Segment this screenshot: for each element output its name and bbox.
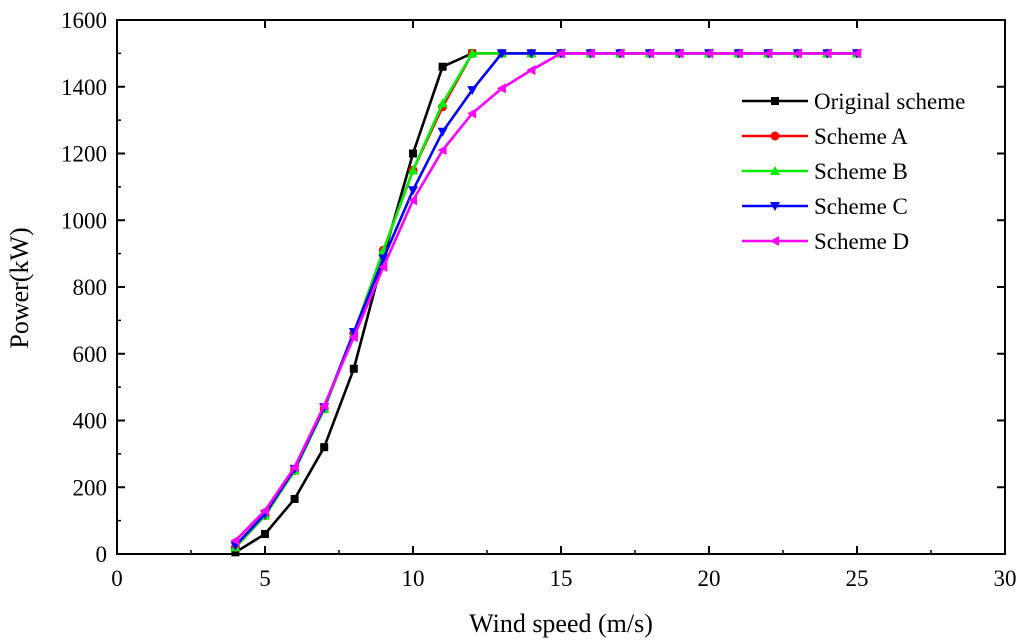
data-point — [852, 48, 861, 59]
y-tick-label: 400 — [73, 409, 108, 434]
x-tick-label: 5 — [259, 566, 271, 591]
series-line — [234, 52, 857, 547]
data-point — [378, 261, 388, 272]
data-point — [526, 49, 537, 59]
data-point — [733, 48, 743, 59]
data-point — [409, 149, 417, 158]
legend-entry: Scheme B — [742, 159, 908, 184]
legend-entry: Scheme D — [742, 229, 909, 254]
data-point — [231, 548, 240, 557]
data-point — [349, 364, 358, 373]
x-tick-label: 10 — [402, 566, 425, 591]
data-point — [437, 145, 447, 156]
series-scheme-a — [230, 48, 862, 552]
y-axis-label: Power(kW) — [5, 227, 34, 348]
data-point — [526, 65, 536, 76]
legend-marker — [770, 236, 779, 246]
y-tick-label: 800 — [73, 275, 108, 300]
series-original-scheme — [231, 49, 861, 557]
x-tick-label: 30 — [994, 566, 1017, 591]
data-point — [822, 48, 832, 59]
legend-entry: Original scheme — [742, 89, 965, 114]
data-point — [763, 48, 773, 59]
data-point — [437, 127, 448, 137]
legend-label: Scheme C — [814, 194, 908, 219]
data-point — [289, 462, 299, 473]
data-point — [230, 535, 240, 546]
y-tick-label: 0 — [96, 542, 108, 567]
data-point — [674, 48, 684, 59]
data-point — [704, 48, 713, 59]
legend-label: Scheme D — [814, 229, 909, 254]
x-tick-label: 20 — [698, 566, 721, 591]
data-point — [408, 195, 417, 206]
series-scheme-c — [230, 49, 862, 551]
y-tick-label: 1000 — [61, 208, 107, 233]
data-point — [290, 494, 299, 503]
data-point — [644, 48, 654, 59]
data-point — [467, 48, 478, 58]
data-point — [260, 505, 269, 516]
data-point — [320, 443, 329, 452]
x-tick-label: 0 — [111, 566, 123, 591]
legend-marker — [770, 166, 780, 175]
x-tick-label: 15 — [550, 566, 573, 591]
legend-label: Scheme A — [814, 124, 908, 149]
data-point — [348, 332, 358, 343]
legend-label: Scheme B — [814, 159, 908, 184]
x-axis-label: Wind speed (m/s) — [469, 609, 653, 638]
data-point — [496, 49, 507, 59]
y-tick-label: 600 — [73, 342, 108, 367]
data-point — [615, 48, 625, 59]
legend-marker — [771, 97, 779, 105]
legend-label: Original scheme — [814, 89, 965, 114]
data-point — [378, 254, 389, 264]
series-scheme-b — [230, 48, 862, 552]
y-tick-label: 1600 — [61, 8, 107, 33]
series-line — [234, 52, 857, 549]
series-line — [234, 52, 857, 554]
legend-entry: Scheme A — [742, 124, 908, 149]
data-point — [585, 48, 595, 59]
y-tick-label: 1400 — [61, 75, 107, 100]
data-point — [437, 98, 448, 108]
legend: Original scheme Scheme A Scheme B Scheme C S… — [742, 89, 965, 254]
data-point — [319, 400, 329, 411]
y-tick-label: 200 — [73, 475, 108, 500]
legend-entry: Scheme C — [742, 194, 908, 219]
data-point — [261, 529, 269, 538]
data-point — [467, 86, 478, 96]
series-line — [234, 52, 857, 542]
data-point — [408, 186, 418, 196]
data-point — [467, 108, 477, 119]
axes-layer: 0 5 10 15 20 25 30 0 200 400 600 800 1000 1200 1400 160… — [61, 8, 1017, 591]
series-line — [234, 52, 857, 549]
legend-marker — [770, 202, 780, 211]
legend-marker — [770, 131, 780, 141]
y-tick-label: 1200 — [61, 142, 107, 167]
data-point — [556, 48, 565, 59]
data-point — [408, 165, 418, 175]
data-point — [496, 83, 506, 94]
x-tick-label: 25 — [846, 566, 869, 591]
series-scheme-d — [230, 48, 861, 546]
series-layer — [230, 48, 862, 557]
data-point — [792, 48, 802, 59]
data-point — [438, 62, 447, 71]
